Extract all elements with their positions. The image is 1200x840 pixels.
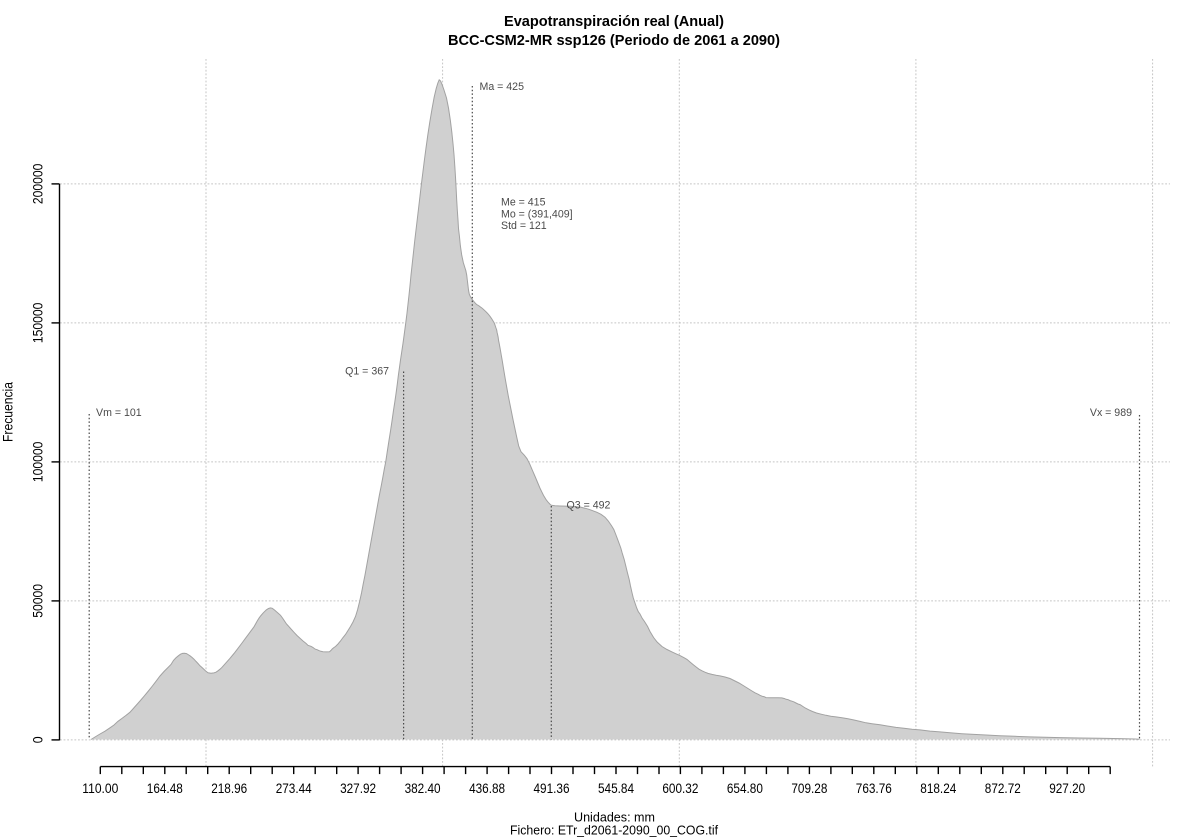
svg-text:50000: 50000 xyxy=(31,584,46,618)
svg-text:436.88: 436.88 xyxy=(469,781,505,796)
svg-text:200000: 200000 xyxy=(31,164,46,205)
svg-text:Vx = 989: Vx = 989 xyxy=(1090,407,1132,419)
svg-text:763.76: 763.76 xyxy=(856,781,892,796)
svg-text:654.80: 654.80 xyxy=(727,781,763,796)
svg-text:818.24: 818.24 xyxy=(920,781,956,796)
svg-text:Q3 = 492: Q3 = 492 xyxy=(567,500,611,512)
svg-text:218.96: 218.96 xyxy=(211,781,247,796)
svg-text:Me = 415: Me = 415 xyxy=(501,197,546,209)
svg-text:Fichero: ETr_d2061-2090_00_COG: Fichero: ETr_d2061-2090_00_COG.tif xyxy=(510,823,719,837)
svg-text:927.20: 927.20 xyxy=(1049,781,1085,796)
svg-text:Ma = 425: Ma = 425 xyxy=(480,81,525,93)
svg-text:Unidades: mm: Unidades: mm xyxy=(574,811,655,825)
svg-text:150000: 150000 xyxy=(31,303,46,344)
svg-text:Evapotranspiración real (Anual: Evapotranspiración real (Anual) xyxy=(504,13,724,30)
svg-text:273.44: 273.44 xyxy=(276,781,312,796)
svg-text:600.32: 600.32 xyxy=(662,781,698,796)
svg-text:100000: 100000 xyxy=(31,442,46,483)
svg-text:Q1 = 367: Q1 = 367 xyxy=(345,366,389,378)
svg-text:709.28: 709.28 xyxy=(791,781,827,796)
svg-text:BCC-CSM2-MR ssp126 (Periodo de: BCC-CSM2-MR ssp126 (Periodo de 2061 a 20… xyxy=(448,32,780,49)
svg-text:Std = 121: Std = 121 xyxy=(501,220,547,232)
svg-text:327.92: 327.92 xyxy=(340,781,376,796)
svg-text:872.72: 872.72 xyxy=(985,781,1021,796)
svg-text:Vm = 101: Vm = 101 xyxy=(96,407,142,419)
svg-text:Frecuencia: Frecuencia xyxy=(1,382,16,442)
svg-text:0: 0 xyxy=(31,737,46,744)
svg-text:164.48: 164.48 xyxy=(147,781,183,796)
svg-text:110.00: 110.00 xyxy=(82,781,118,796)
svg-text:545.84: 545.84 xyxy=(598,781,634,796)
svg-text:491.36: 491.36 xyxy=(534,781,570,796)
svg-text:382.40: 382.40 xyxy=(405,781,441,796)
svg-text:Mo = (391,409]: Mo = (391,409] xyxy=(501,209,573,221)
